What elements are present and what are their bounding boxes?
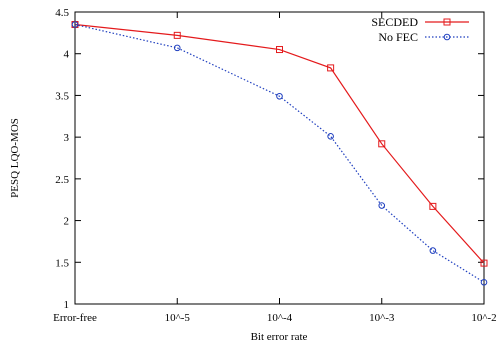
y-tick-label-6: 4 xyxy=(64,49,70,61)
y-tick-label-2: 2 xyxy=(64,216,70,228)
point-no-fec-3 xyxy=(327,133,334,140)
y-tick-label-5: 3.5 xyxy=(55,90,69,102)
legend-label-secded: SECDED xyxy=(371,15,418,29)
point-no-fec-1 xyxy=(173,44,181,52)
point-secded-4 xyxy=(378,140,386,148)
point-secded-3 xyxy=(327,64,335,72)
point-secded-2 xyxy=(276,46,283,54)
y-tick-label-1: 1.5 xyxy=(55,257,69,269)
legend-marker-secded xyxy=(443,18,451,26)
point-no-fec-0 xyxy=(71,21,79,28)
x-tick-label-4: 10^-2 xyxy=(471,312,496,324)
point-secded-5 xyxy=(429,202,437,210)
x-tick-label-3: 10^-3 xyxy=(369,312,395,324)
y-tick-label-0: 1 xyxy=(64,299,70,311)
legend-label-no-fec: No FEC xyxy=(378,30,418,44)
x-tick-label-2: 10^-4 xyxy=(267,312,293,324)
legend: SECDED No FEC xyxy=(371,15,469,44)
series-line-no-fec xyxy=(74,23,485,283)
series-line-secded xyxy=(74,23,485,264)
y-tick-label-3: 2.5 xyxy=(55,174,69,186)
point-no-fec-6 xyxy=(480,279,488,286)
legend-marker-no-fec xyxy=(443,33,451,41)
x-tick-label-1: 10^-5 xyxy=(165,312,191,324)
point-no-fec-5 xyxy=(429,247,437,254)
x-axis-label: Bit error rate xyxy=(251,331,308,343)
point-no-fec-2 xyxy=(276,92,283,100)
point-secded-6 xyxy=(480,259,488,267)
x-tick-label-0: Error-free xyxy=(53,312,97,324)
y-axis-ticks: 1 1.5 2 2.5 3 3.5 4 4.5 xyxy=(55,7,484,311)
plot-frame xyxy=(74,11,485,305)
point-secded-1 xyxy=(173,31,181,39)
point-no-fec-4 xyxy=(378,202,386,209)
y-axis-label: PESQ LQO-MOS xyxy=(9,118,21,198)
y-tick-label-4: 3 xyxy=(64,132,70,144)
x-axis-ticks: Error-free 10^-5 10^-4 10^-3 10^-2 xyxy=(53,12,497,324)
y-tick-label-7: 4.5 xyxy=(55,7,69,19)
series-layer xyxy=(71,21,488,286)
